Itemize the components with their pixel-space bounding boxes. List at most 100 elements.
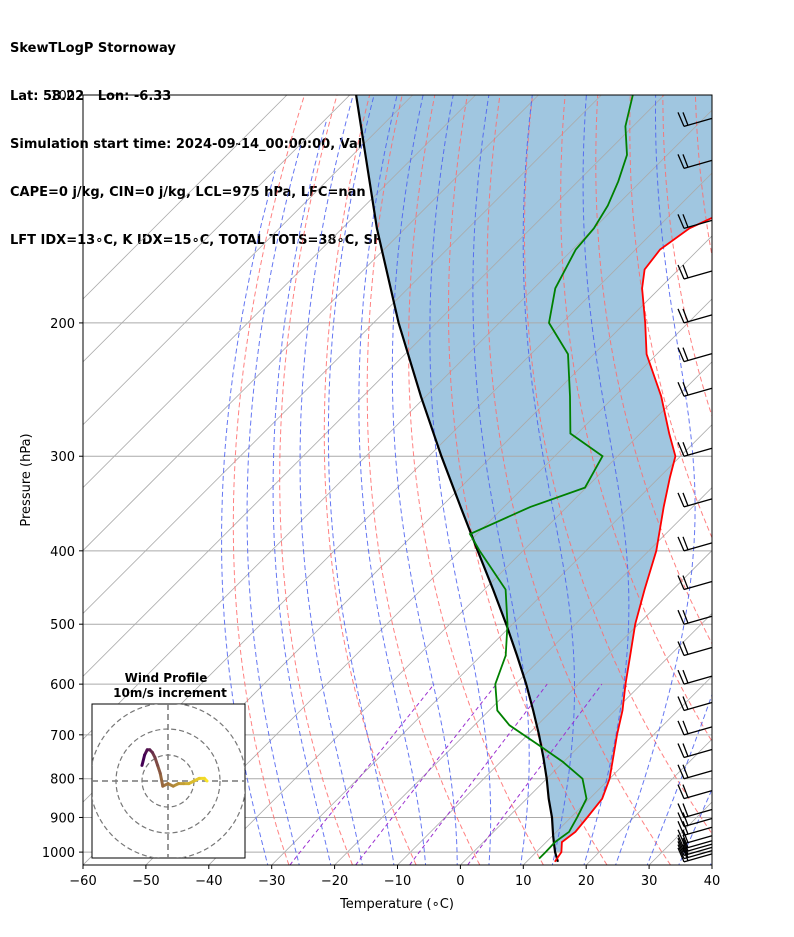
cape-cin-shading (356, 95, 712, 853)
wind-barb (677, 264, 713, 280)
wind-barb (677, 641, 713, 657)
wind-barb (677, 575, 713, 591)
barb-staff (683, 790, 713, 800)
barb-staff (683, 580, 713, 591)
barb-staff (683, 117, 713, 127)
barb-staff (683, 846, 713, 857)
barb-flag (682, 641, 689, 655)
barb-flag (682, 837, 689, 852)
isotherm-line (83, 95, 288, 300)
mixing-ratio-line (289, 683, 435, 865)
x-axis-label: Temperature (∘C) (339, 897, 454, 912)
x-tick-label: −20 (321, 874, 348, 889)
moist-adiabat (582, 95, 630, 865)
barb-flag (677, 844, 685, 859)
wind-barb (677, 829, 713, 845)
barb-flag (677, 720, 685, 736)
barb-flag (682, 382, 689, 396)
barb-flag (682, 112, 689, 126)
mixing-ratio-line (409, 683, 548, 865)
barb-staff (683, 270, 713, 280)
hodograph-trace-segment (158, 771, 165, 788)
header-title: SkewTLogP Stornoway (10, 41, 176, 56)
wind-barb (677, 382, 713, 397)
barb-flag (682, 492, 689, 507)
y-tick-label: 200 (50, 317, 75, 332)
barb-flag (677, 536, 685, 552)
y-tick-label: 100 (50, 89, 75, 104)
dry-adiabat (524, 95, 712, 835)
barb-flag (682, 784, 689, 798)
hodograph-inset: Wind Profile 10m/s increment (91, 671, 246, 859)
isotherm-line (208, 361, 712, 865)
moist-adiabat (299, 95, 363, 865)
barb-staff (683, 314, 713, 324)
moist-adiabat (522, 95, 575, 865)
isotherm-line (83, 95, 539, 552)
barb-flag (677, 382, 685, 397)
wind-barb (677, 214, 713, 229)
barb-staff (683, 849, 713, 860)
wind-barb (677, 536, 713, 552)
barb-flag (677, 820, 685, 836)
moist-adiabat (709, 860, 712, 865)
barb-flag (682, 536, 689, 551)
isotherm-line (711, 864, 712, 865)
dry-adiabat (323, 95, 417, 865)
barb-flag (682, 829, 689, 844)
barb-flag (677, 784, 685, 799)
mixing-ratio-line (467, 683, 603, 865)
moist-adiabat (646, 693, 712, 865)
barb-staff (683, 219, 713, 229)
moist-adiabat (272, 120, 332, 865)
barb-flag (677, 492, 685, 508)
barb-staff (683, 726, 713, 736)
moist-adiabat (615, 95, 696, 865)
wind-barb (677, 154, 713, 169)
wind-barbs (677, 112, 713, 863)
dewpoint-profile-line (468, 95, 634, 860)
barb-staff (683, 542, 713, 552)
barb-flag (682, 347, 689, 361)
wind-barb (677, 609, 713, 625)
barb-flag (677, 154, 685, 169)
barb-flag (682, 214, 689, 228)
dry-adiabat (448, 95, 608, 865)
isotherm-line (83, 95, 602, 614)
moist-adiabat (246, 143, 302, 865)
barb-flag (677, 696, 685, 711)
parcel-profile-line (355, 95, 559, 863)
barb-flag (682, 743, 689, 757)
barb-staff (683, 447, 713, 457)
y-tick-label: 800 (50, 773, 75, 788)
barb-flag (677, 837, 685, 853)
barb-staff (683, 826, 713, 836)
barb-flag (682, 575, 689, 589)
hodograph-trace-segment (140, 753, 147, 767)
barb-flag (682, 264, 689, 279)
wind-barb (677, 720, 713, 736)
barb-staff (683, 748, 713, 759)
wind-barb (677, 696, 713, 712)
wind-barb (677, 112, 713, 127)
isotherm-line (83, 95, 413, 426)
y-tick-label: 400 (50, 545, 75, 560)
wind-barb (677, 669, 713, 685)
moist-adiabat (472, 95, 530, 865)
wind-barb (677, 308, 713, 324)
wind-barb (677, 820, 713, 836)
axes: −60 −50 −40 −30 −20 −10 0 10 20 30 40 100 200 300 400 5… (42, 89, 720, 889)
barb-flag (677, 764, 685, 779)
barb-staff (683, 387, 713, 397)
moist-adiabat (429, 95, 492, 865)
wind-barb (677, 837, 713, 853)
x-tick-label: −40 (195, 874, 222, 889)
barb-flag (682, 609, 689, 624)
dry-adiabat (629, 95, 712, 539)
header-location: Lat: 58.22 Lon: -6.33 (10, 89, 172, 104)
barb-flag (682, 764, 689, 778)
barb-flag (677, 441, 685, 457)
barb-flag (682, 669, 689, 684)
barb-flag (682, 821, 689, 835)
barb-flag (677, 669, 685, 685)
